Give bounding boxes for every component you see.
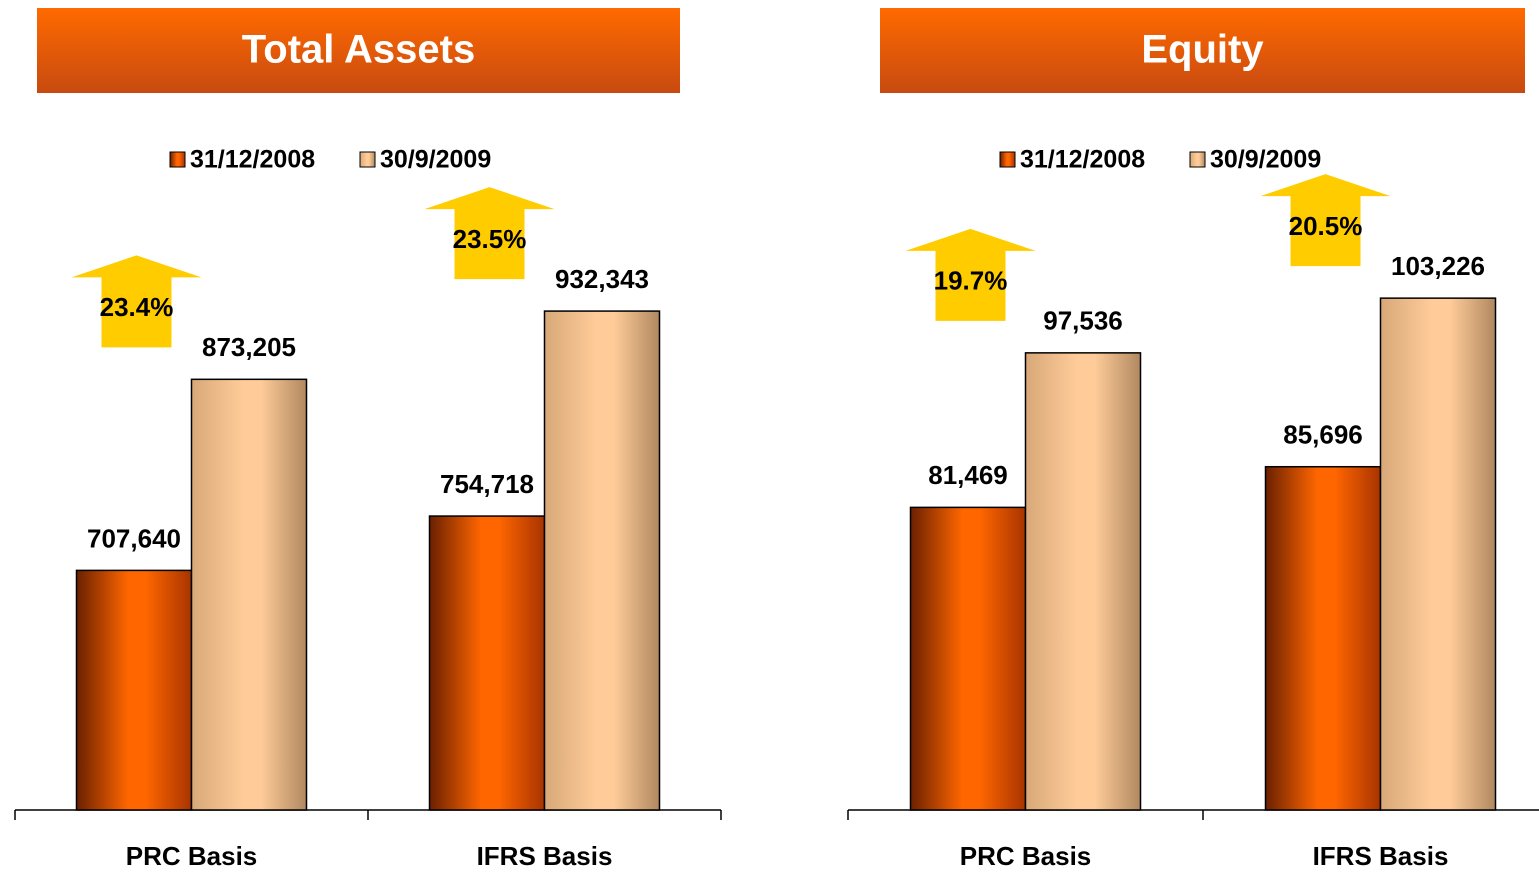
bar [190,378,308,811]
legend-label: 30/9/2009 [380,146,491,174]
legend-label: 31/12/2008 [190,146,315,174]
growth-label: 20.5% [1289,211,1363,241]
growth-arrow [1260,174,1391,267]
growth-label: 23.5% [453,224,527,254]
value-label: 85,696 [1283,420,1363,450]
value-label: 873,205 [202,332,296,362]
growth-label: 23.4% [100,292,174,322]
value-label: 754,718 [440,469,534,499]
growth-arrow [71,255,202,348]
value-label: 81,469 [928,460,1008,490]
value-label: 707,640 [87,523,181,553]
bar [1264,465,1382,811]
bar [543,310,661,811]
legend-label: 30/9/2009 [1210,146,1321,174]
growth-arrow [905,228,1036,321]
title-banner [880,8,1525,93]
value-label: 103,226 [1391,251,1485,281]
legend-label: 31/12/2008 [1020,146,1145,174]
growth-arrow [424,187,555,280]
x-tick-label: PRC Basis [126,841,258,871]
x-tick-label: IFRS Basis [1313,841,1449,871]
bar [75,569,193,811]
legend-swatch [999,151,1016,168]
bar [1024,352,1142,811]
legend-swatch [169,151,186,168]
value-label: 97,536 [1043,306,1123,336]
chart-title: Equity [1141,28,1264,72]
bar [1379,297,1497,811]
title-banner [37,8,680,93]
bar [428,515,546,811]
x-tick-label: PRC Basis [960,841,1092,871]
value-label: 932,343 [555,264,649,294]
x-tick-label: IFRS Basis [477,841,613,871]
legend-swatch [359,151,376,168]
legend-swatch [1189,151,1206,168]
chart-title: Total Assets [242,28,475,72]
growth-label: 19.7% [934,266,1008,296]
bar [909,506,1027,811]
